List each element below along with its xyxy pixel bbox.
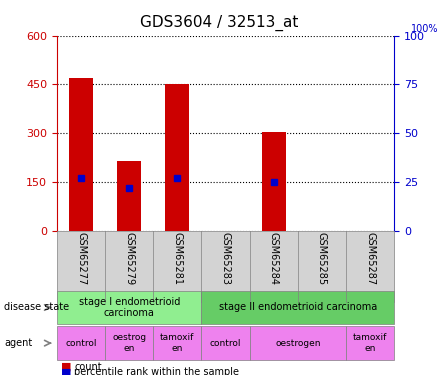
Text: disease state: disease state <box>4 303 70 312</box>
Text: percentile rank within the sample: percentile rank within the sample <box>74 368 240 375</box>
Text: stage I endometrioid
carcinoma: stage I endometrioid carcinoma <box>78 297 180 318</box>
Text: 100%: 100% <box>411 24 438 34</box>
Text: oestrogen: oestrogen <box>275 339 321 348</box>
Text: agent: agent <box>4 338 32 348</box>
Text: GSM65285: GSM65285 <box>317 232 327 286</box>
Text: GSM65281: GSM65281 <box>173 232 182 285</box>
Bar <box>261 132 286 231</box>
Text: GSM65277: GSM65277 <box>76 232 86 286</box>
Bar <box>69 78 93 231</box>
Text: GSM65287: GSM65287 <box>365 232 375 286</box>
Text: ■: ■ <box>61 368 72 375</box>
Text: GSM65283: GSM65283 <box>221 232 230 285</box>
Text: tamoxif
en: tamoxif en <box>353 333 387 353</box>
Bar <box>165 84 189 231</box>
Text: control: control <box>210 339 241 348</box>
Text: GDS3604 / 32513_at: GDS3604 / 32513_at <box>140 15 298 31</box>
Bar <box>117 161 141 231</box>
Text: GSM65279: GSM65279 <box>124 232 134 286</box>
Text: ■: ■ <box>61 362 72 372</box>
Text: tamoxif
en: tamoxif en <box>160 333 194 353</box>
Text: GSM65284: GSM65284 <box>269 232 279 285</box>
Text: count: count <box>74 362 102 372</box>
Text: stage II endometrioid carcinoma: stage II endometrioid carcinoma <box>219 303 377 312</box>
Text: control: control <box>65 339 97 348</box>
Text: oestrog
en: oestrog en <box>112 333 146 353</box>
